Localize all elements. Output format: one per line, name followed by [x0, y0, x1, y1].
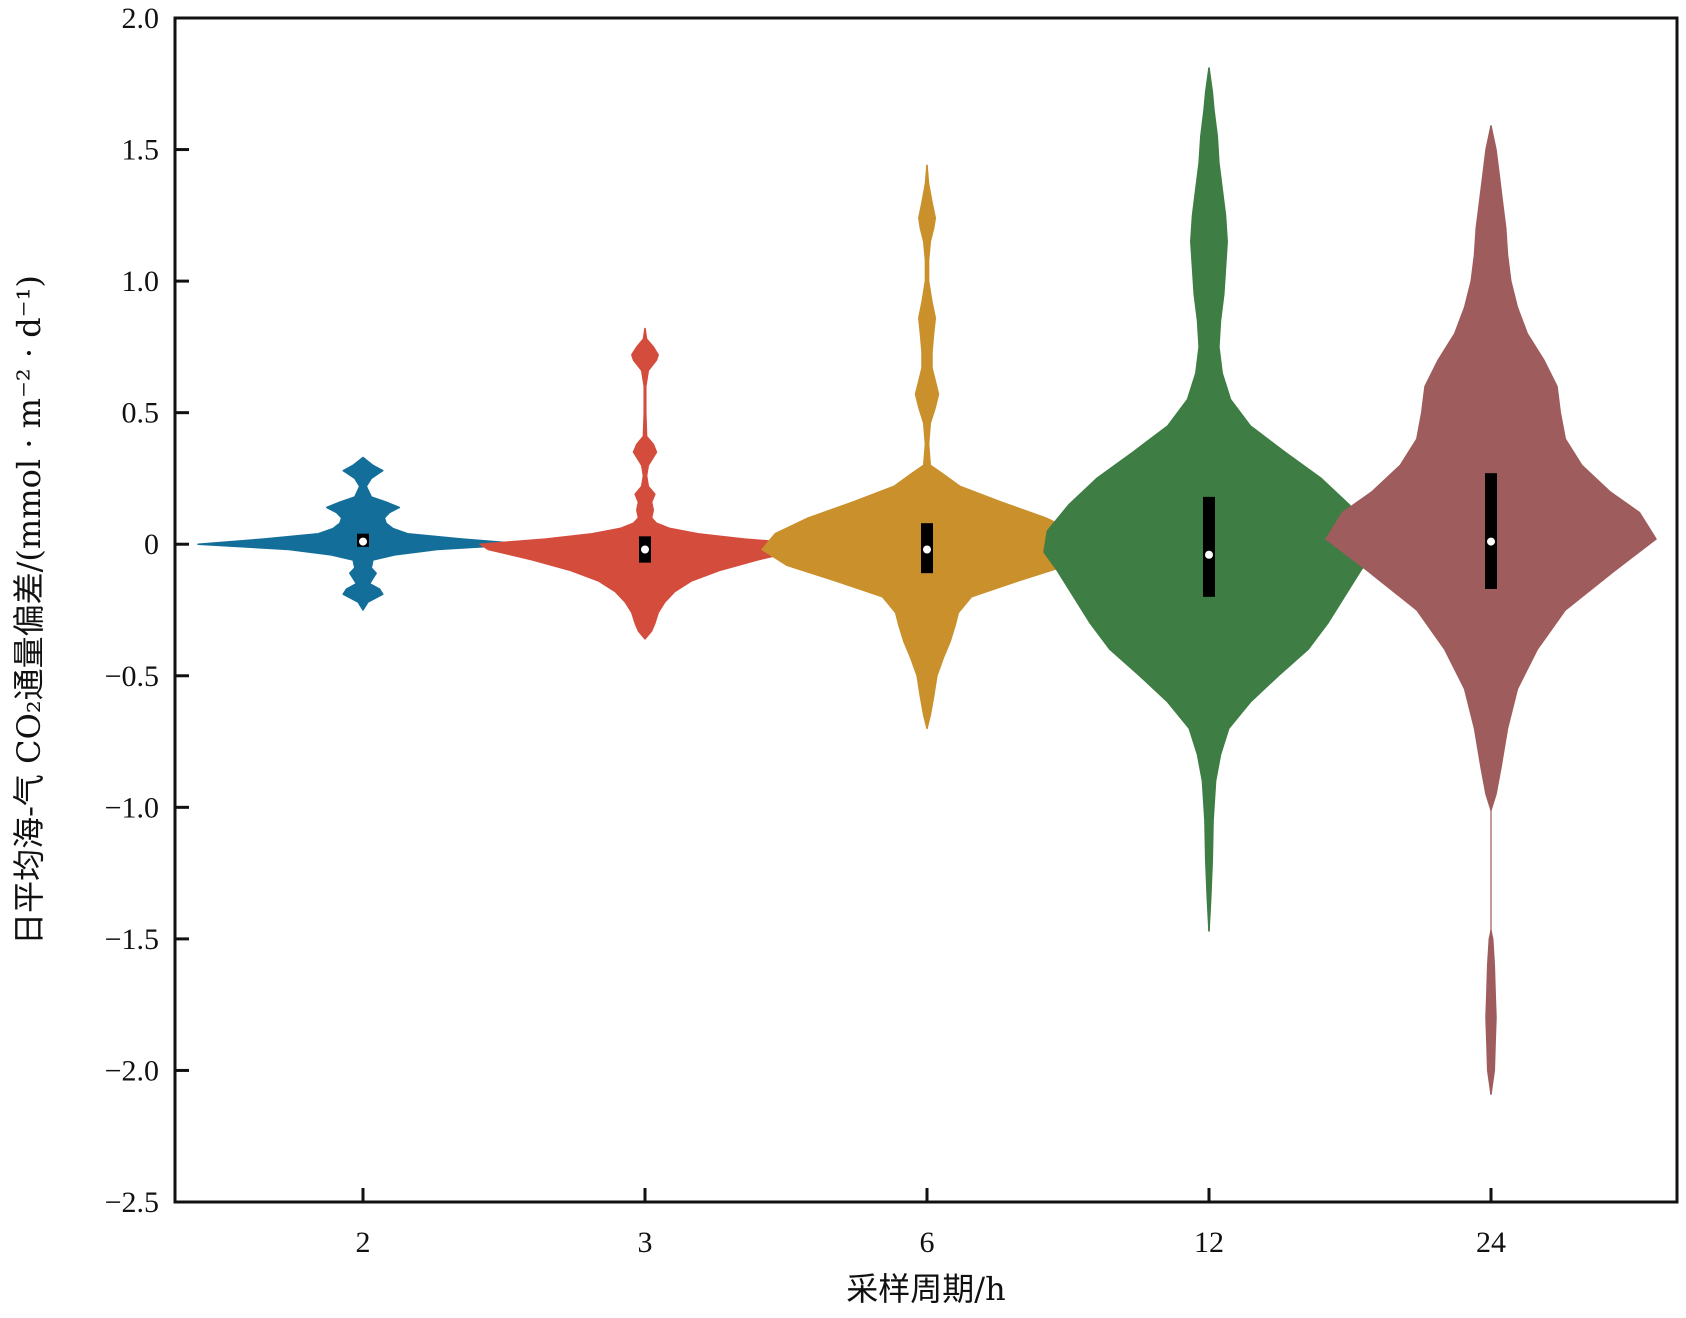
median-dot-6	[923, 545, 931, 554]
y-tick-label: −2.0	[105, 1054, 159, 1087]
x-tick-label: 12	[1194, 1226, 1224, 1259]
median-dot-24	[1487, 537, 1495, 546]
y-tick-label: 2.0	[122, 2, 160, 35]
violins-layer	[197, 67, 1657, 1095]
iqr-box-24	[1485, 473, 1497, 589]
median-dot-2	[359, 537, 367, 546]
x-tick-label: 24	[1476, 1226, 1506, 1259]
y-tick-label: 1.5	[122, 134, 160, 167]
y-tick-label: −0.5	[105, 660, 159, 693]
x-tick-label: 6	[920, 1226, 935, 1259]
y-tick-label: 0	[144, 528, 159, 561]
y-tick-label: −2.5	[105, 1186, 159, 1219]
x-axis: 2 3 6 12 24	[356, 1188, 1506, 1259]
y-axis-label: 日平均海-气 CO₂通量偏差/(mmol · m⁻² · d⁻¹)	[10, 275, 48, 945]
iqr-box-12	[1203, 496, 1215, 597]
x-tick-label: 2	[356, 1226, 371, 1259]
median-dot-12	[1205, 550, 1213, 559]
y-tick-label: −1.0	[105, 791, 159, 824]
y-tick-label: 1.0	[122, 265, 160, 298]
y-tick-label: 0.5	[122, 397, 160, 430]
x-axis-label: 采样周期/h	[846, 1270, 1005, 1308]
y-axis: 2.0 1.5 1.0 0.5 0 −0.5 −1.0 −1.5 −2.0 −2.5	[105, 2, 189, 1219]
median-dot-3	[641, 545, 649, 554]
y-tick-label: −1.5	[105, 923, 159, 956]
x-tick-label: 3	[638, 1226, 653, 1259]
